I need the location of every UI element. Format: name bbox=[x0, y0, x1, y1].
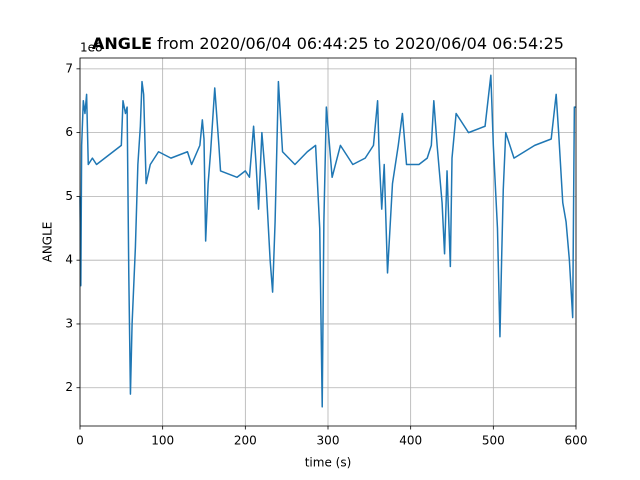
title-rest: from 2020/06/04 06:44:25 to 2020/06/04 0… bbox=[157, 34, 564, 53]
x-tick-label: 200 bbox=[234, 434, 257, 448]
plot-frame bbox=[79, 57, 577, 427]
chart-title: ANGLE from 2020/06/04 06:44:25 to 2020/06… bbox=[92, 34, 564, 53]
title-bold: ANGLE bbox=[92, 34, 152, 53]
y-tick-label: 7 bbox=[65, 61, 73, 75]
x-tick-label: 400 bbox=[399, 434, 422, 448]
x-tick-label: 100 bbox=[151, 434, 174, 448]
y-tick-label: 6 bbox=[65, 125, 73, 139]
x-tick-label: 0 bbox=[76, 434, 84, 448]
y-offset-label: 1e8 bbox=[80, 41, 103, 55]
x-axis-label: time (s) bbox=[305, 456, 352, 470]
y-tick-label: 5 bbox=[65, 189, 73, 203]
y-axis-label: ANGLE bbox=[41, 222, 55, 263]
data-line bbox=[79, 74, 576, 408]
x-tick-label: 500 bbox=[482, 434, 505, 448]
y-tick-label: 3 bbox=[65, 316, 73, 330]
y-tick-label: 4 bbox=[65, 253, 73, 267]
x-tick-label: 600 bbox=[565, 434, 588, 448]
y-tick-label: 2 bbox=[65, 380, 73, 394]
x-tick-label: 300 bbox=[317, 434, 340, 448]
